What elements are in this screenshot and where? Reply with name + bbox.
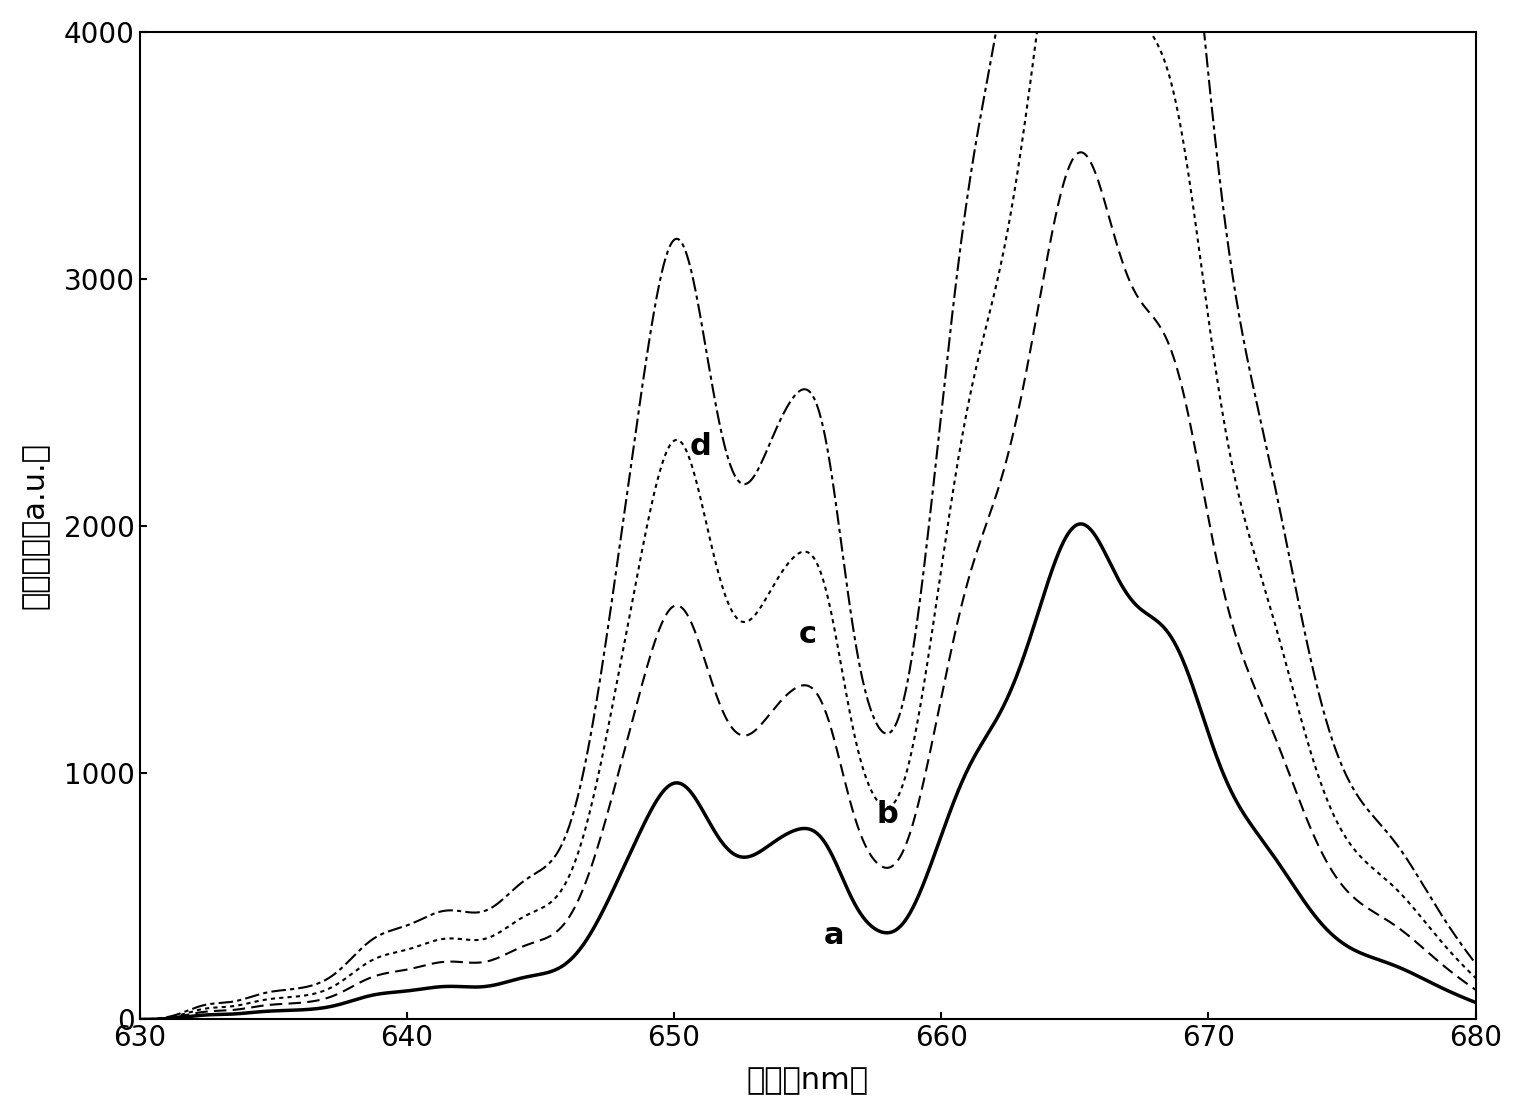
Text: a: a [824, 921, 845, 950]
Y-axis label: 发光强度（a.u.）: 发光强度（a.u.） [21, 442, 50, 609]
X-axis label: 波长（nm）: 波长（nm） [746, 1066, 868, 1095]
Text: d: d [690, 432, 711, 461]
Text: b: b [877, 800, 899, 829]
Text: c: c [798, 619, 816, 648]
